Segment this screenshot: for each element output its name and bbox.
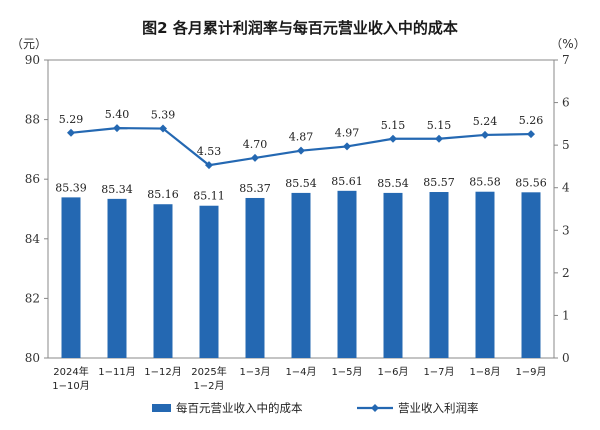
x-tick-label: 1−7月	[423, 366, 454, 378]
bar	[245, 197, 265, 358]
legend: 每百元营业收入中的成本 营业收入利润率	[152, 401, 479, 415]
bar-value-label: 85.61	[331, 175, 363, 188]
line-point	[343, 142, 351, 151]
bar	[429, 192, 449, 358]
left-tick-label: 84	[25, 232, 41, 246]
line-value-label: 4.53	[197, 145, 222, 158]
line-point	[205, 161, 213, 170]
line-point	[113, 124, 121, 133]
bar-series: 85.39 85.34 85.16 85.11 85.37 85.54 85.61 85.54…	[55, 175, 547, 358]
bar-value-label: 85.11	[193, 190, 225, 203]
line-value-label: 5.39	[151, 109, 176, 122]
right-tick-label: 6	[562, 96, 570, 110]
x-tick-label: 2025年	[191, 365, 226, 378]
bar	[383, 192, 403, 358]
line-point	[527, 130, 535, 139]
x-tick-label: 1−6月	[377, 366, 408, 378]
left-tick-label: 82	[25, 291, 40, 305]
line-value-label: 5.15	[381, 119, 406, 132]
right-tick-label: 3	[562, 223, 570, 237]
left-tick-label: 88	[25, 113, 40, 127]
line-point	[389, 134, 397, 143]
right-tick-label: 5	[562, 138, 570, 152]
bar-value-label: 85.54	[377, 177, 409, 190]
left-axis-unit: （元）	[11, 37, 47, 51]
legend-bar-swatch	[152, 404, 171, 412]
right-tick-label: 0	[562, 351, 570, 365]
right-tick-label: 7	[562, 53, 570, 67]
line-value-label: 5.26	[519, 114, 544, 127]
bar-value-label: 85.39	[55, 181, 87, 194]
right-tick-label: 2	[562, 266, 570, 280]
line-value-label: 5.15	[427, 119, 452, 132]
bar	[199, 205, 219, 358]
legend-line-marker	[371, 404, 379, 412]
bar	[107, 198, 127, 358]
line-point	[159, 124, 167, 133]
line-value-label: 4.87	[289, 131, 314, 144]
bar	[521, 192, 541, 358]
x-tick-label: 1−3月	[239, 366, 270, 378]
bar-value-label: 85.34	[101, 183, 133, 196]
line-point	[251, 153, 259, 162]
legend-line-label: 营业收入利润率	[398, 401, 479, 415]
bar-value-label: 85.37	[239, 182, 271, 195]
x-tick-label: 1−2月	[193, 380, 224, 392]
bar	[475, 191, 495, 358]
left-tick-label: 80	[25, 351, 40, 365]
x-tick-label: 1−10月	[52, 380, 89, 392]
left-tick-label: 86	[25, 172, 40, 186]
bar-value-label: 85.57	[423, 176, 455, 189]
line-value-label: 5.40	[105, 108, 130, 121]
right-axis: 0 1 2 3 4 5 6 7	[554, 53, 570, 365]
right-axis-unit: （%）	[550, 37, 585, 51]
line-value-label: 4.70	[243, 138, 268, 151]
bar-value-label: 85.56	[515, 176, 547, 189]
x-tick-label: 2024年	[53, 365, 88, 378]
bar-value-label: 85.58	[469, 176, 501, 189]
left-axis: 80 82 84 86 88 90	[25, 53, 48, 365]
x-tick-label: 1−9月	[515, 366, 546, 378]
left-tick-label: 90	[25, 53, 40, 67]
bar	[61, 197, 81, 358]
x-tick-label: 1−5月	[331, 366, 362, 378]
right-tick-label: 4	[562, 181, 570, 195]
x-tick-label: 1−4月	[285, 366, 316, 378]
line-value-label: 4.97	[335, 126, 360, 139]
line-value-label: 5.24	[473, 115, 498, 128]
line-point	[481, 130, 489, 139]
x-tick-label: 1−8月	[469, 366, 500, 378]
legend-bar-label: 每百元营业收入中的成本	[176, 401, 303, 415]
bar-value-label: 85.54	[285, 177, 317, 190]
chart-title: 图2 各月累计利润率与每百元营业收入中的成本	[142, 19, 458, 37]
bar-value-label: 85.16	[147, 188, 179, 201]
line-point	[67, 128, 75, 137]
x-axis: 2024年 1−10月 1−11月 1−12月 2025年 1−2月 1−3月 1−4月 1−5…	[52, 365, 546, 392]
line-point	[435, 134, 443, 143]
bar	[337, 190, 357, 358]
line-series: 5.29 5.40 5.39 4.53 4.70 4.87 4.97 5.15 5.15 5.24…	[59, 108, 544, 170]
right-tick-label: 1	[562, 308, 570, 322]
x-tick-label: 1−11月	[98, 366, 135, 378]
x-tick-label: 1−12月	[144, 366, 181, 378]
bar	[153, 204, 173, 358]
line-point	[297, 146, 305, 155]
bar	[291, 192, 311, 358]
line-value-label: 5.29	[59, 113, 84, 126]
